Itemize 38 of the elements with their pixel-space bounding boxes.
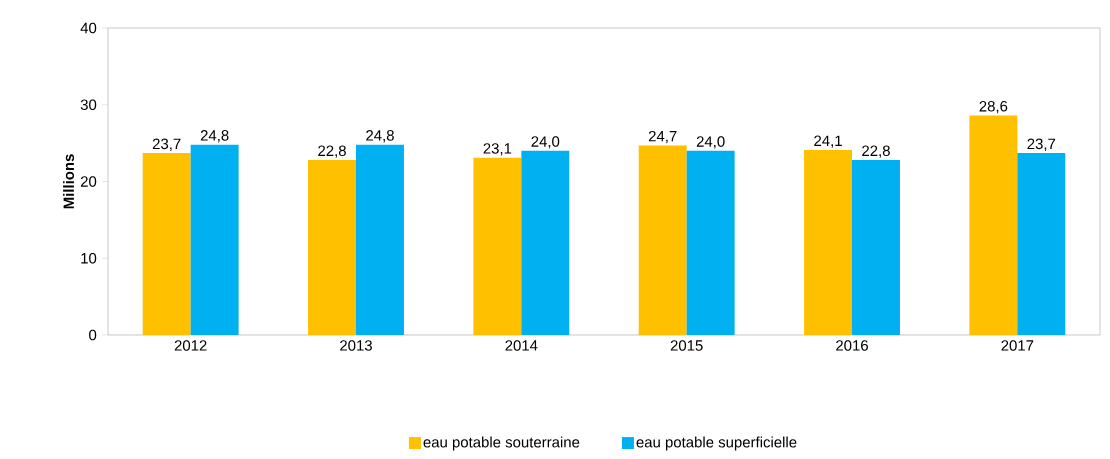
x-tick-label: 2013 [340, 340, 372, 351]
y-tick-label: 20 [80, 176, 97, 187]
bar [969, 115, 1018, 335]
data-label: 28,6 [979, 100, 1008, 114]
y-axis-title: Millions [63, 154, 75, 209]
y-tick-label: 40 [80, 22, 97, 34]
data-label: 22,8 [318, 145, 346, 158]
legend-label: eau potable souterraine [423, 436, 580, 451]
y-tick-label: 0 [89, 329, 97, 341]
bar [1017, 153, 1066, 335]
bar [356, 144, 404, 335]
data-label: 22,8 [862, 145, 890, 158]
y-tick-label: 10 [81, 252, 97, 264]
data-label: 24,0 [531, 136, 560, 149]
bar [308, 160, 356, 335]
y-tick-label: 30 [80, 99, 97, 111]
x-tick-label: 2014 [505, 340, 538, 351]
bar [142, 153, 191, 335]
data-label: 24,8 [200, 130, 229, 143]
bar [686, 150, 735, 335]
bar [852, 160, 900, 335]
legend-label: eau potable superficielle [636, 436, 797, 451]
x-tick-label: 2012 [174, 340, 207, 351]
x-tick-label: 2017 [1001, 340, 1034, 351]
data-label: 24,7 [648, 130, 677, 144]
data-label: 23,7 [1027, 138, 1056, 151]
data-label: 24,8 [366, 130, 394, 143]
bar [638, 145, 687, 335]
data-label: 23,7 [152, 138, 181, 151]
data-label: 24,0 [696, 136, 725, 149]
data-label: 24,1 [814, 135, 842, 148]
data-label: 23,1 [483, 143, 512, 156]
x-tick-label: 2015 [670, 340, 703, 351]
bar [473, 157, 522, 335]
bar [804, 150, 853, 335]
bar [521, 150, 570, 335]
x-tick-label: 2016 [836, 340, 868, 351]
bar [190, 144, 239, 335]
